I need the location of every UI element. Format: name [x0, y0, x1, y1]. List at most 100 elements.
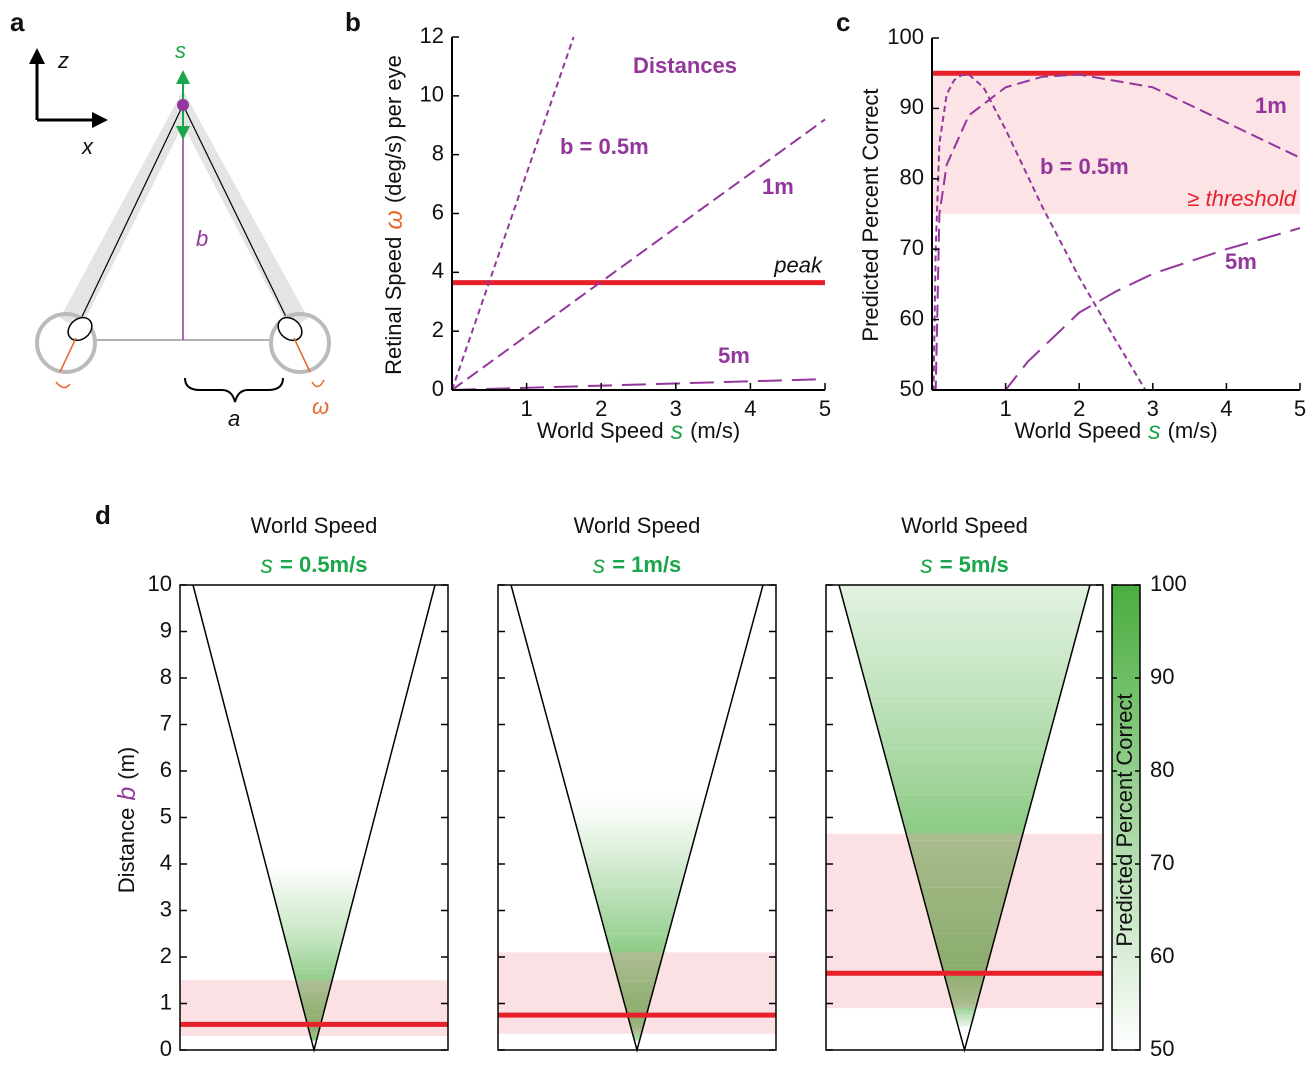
x-tick-label: 5	[819, 396, 831, 421]
y-tick-label: 5	[160, 803, 172, 828]
panel-label: d	[95, 500, 111, 530]
y-tick-label: 10	[420, 82, 444, 107]
panel-subtitle: s = 1m/s	[593, 551, 682, 579]
lens	[277, 316, 303, 342]
x-tick-label: 2	[1073, 396, 1085, 421]
colorbar-label: Predicted Percent Correct	[1112, 693, 1137, 946]
x-tick-label: 4	[1220, 396, 1232, 421]
optic-axis	[293, 337, 311, 373]
peak-label: peak	[773, 252, 823, 277]
annotation: Distances	[633, 53, 737, 78]
axis-label: Retinal Speedω(deg/s) per eye	[380, 55, 408, 375]
threshold-band	[180, 980, 448, 1037]
y-tick-label: 4	[432, 258, 444, 283]
heat-cell	[839, 608, 1090, 655]
series-label: 1m	[1255, 93, 1287, 118]
panel-label: c	[836, 7, 850, 37]
panel-subtitle: s = 0.5m/s	[261, 551, 368, 579]
eye	[35, 312, 97, 374]
heat-cell	[511, 689, 763, 806]
series-line	[932, 73, 1300, 390]
x-tick-label: 3	[670, 396, 682, 421]
heat-cell	[511, 1033, 763, 1041]
x-tick-label: 1	[520, 396, 532, 421]
brace	[184, 377, 284, 403]
rotation-arrow	[55, 381, 71, 389]
x-tick-label: 3	[1147, 396, 1159, 421]
heat-cell	[193, 724, 435, 876]
y-tick-label: 1	[160, 989, 172, 1014]
optic-axis	[59, 337, 77, 373]
y-tick-label: 100	[887, 24, 924, 49]
axis-label: z	[57, 48, 69, 73]
series-line	[452, 378, 826, 390]
colorbar-tick-label: 80	[1150, 757, 1174, 782]
colorbar-tick-label: 70	[1150, 850, 1174, 875]
panel-title: World Speed	[574, 513, 701, 538]
series-line	[932, 227, 1301, 390]
series-label: 1m	[762, 174, 794, 199]
panel-subtitle: s = 5m/s	[920, 551, 1009, 579]
colorbar-tick-label: 60	[1150, 943, 1174, 968]
colorbar-tick-label: 100	[1150, 571, 1187, 596]
distance-label: b	[196, 226, 208, 251]
y-tick-label: 2	[432, 317, 444, 342]
heat-cell	[839, 1015, 1090, 1027]
arrow-head	[92, 112, 108, 128]
axis-label: Predicted Percent Correct	[858, 88, 883, 341]
heat-cell	[839, 747, 1090, 795]
sight-line	[77, 104, 184, 326]
x-tick-label: 2	[595, 396, 607, 421]
diagram: z x s b a ω	[29, 38, 331, 431]
y-tick-label: 4	[160, 850, 172, 875]
y-tick-label: 80	[900, 165, 924, 190]
heat-cell	[193, 922, 435, 946]
y-tick-label: 0	[160, 1036, 172, 1061]
axis-label: World Speed s (m/s)	[537, 417, 740, 445]
heatmap	[193, 585, 435, 1041]
y-tick-label: 70	[900, 235, 924, 260]
series-line	[452, 36, 575, 390]
panel-title: World Speed	[901, 513, 1028, 538]
series-label: b = 0.5m	[1040, 154, 1129, 179]
y-tick-label: 10	[148, 571, 172, 596]
y-tick-label: 60	[900, 305, 924, 330]
x-tick-label: 5	[1294, 396, 1306, 421]
threshold-band	[826, 833, 1103, 1009]
axis-label: World Speed s (m/s)	[1014, 417, 1217, 445]
x-tick-label: 1	[999, 396, 1011, 421]
arrow-head	[176, 126, 190, 140]
heat-cell	[511, 805, 763, 841]
heat-cell	[511, 887, 763, 934]
heat-cell	[839, 585, 1090, 609]
colorbar-tick-label: 50	[1150, 1036, 1174, 1061]
uncertainty-cone	[60, 90, 308, 330]
axis-label: x	[81, 134, 94, 159]
y-tick-label: 9	[160, 617, 172, 642]
y-tick-label: 50	[900, 376, 924, 401]
y-tick-label: 3	[160, 896, 172, 921]
colorbar-tick-label: 90	[1150, 664, 1174, 689]
panel-title: World Speed	[251, 513, 378, 538]
series-label: 5m	[718, 343, 750, 368]
y-tick-label: 8	[160, 664, 172, 689]
target	[177, 99, 189, 111]
rotation-arrow	[311, 379, 325, 388]
colorbar	[1111, 584, 1141, 1051]
heat-cell	[193, 1033, 435, 1041]
x-tick-label: 4	[744, 396, 756, 421]
heat-cell	[839, 654, 1090, 702]
lens	[67, 316, 93, 342]
heat-cell	[839, 701, 1090, 748]
y-tick-label: 6	[160, 757, 172, 782]
panel-label: b	[345, 7, 361, 37]
speed-label: s	[175, 38, 186, 63]
threshold-label: ≥ threshold	[1187, 186, 1296, 211]
axis-label: Distanceb(m)	[113, 747, 141, 893]
series-label: 5m	[1225, 249, 1257, 274]
heat-cell	[193, 945, 435, 969]
heat-cell	[193, 585, 435, 725]
y-tick-label: 6	[432, 199, 444, 224]
threshold-band	[498, 952, 776, 1034]
